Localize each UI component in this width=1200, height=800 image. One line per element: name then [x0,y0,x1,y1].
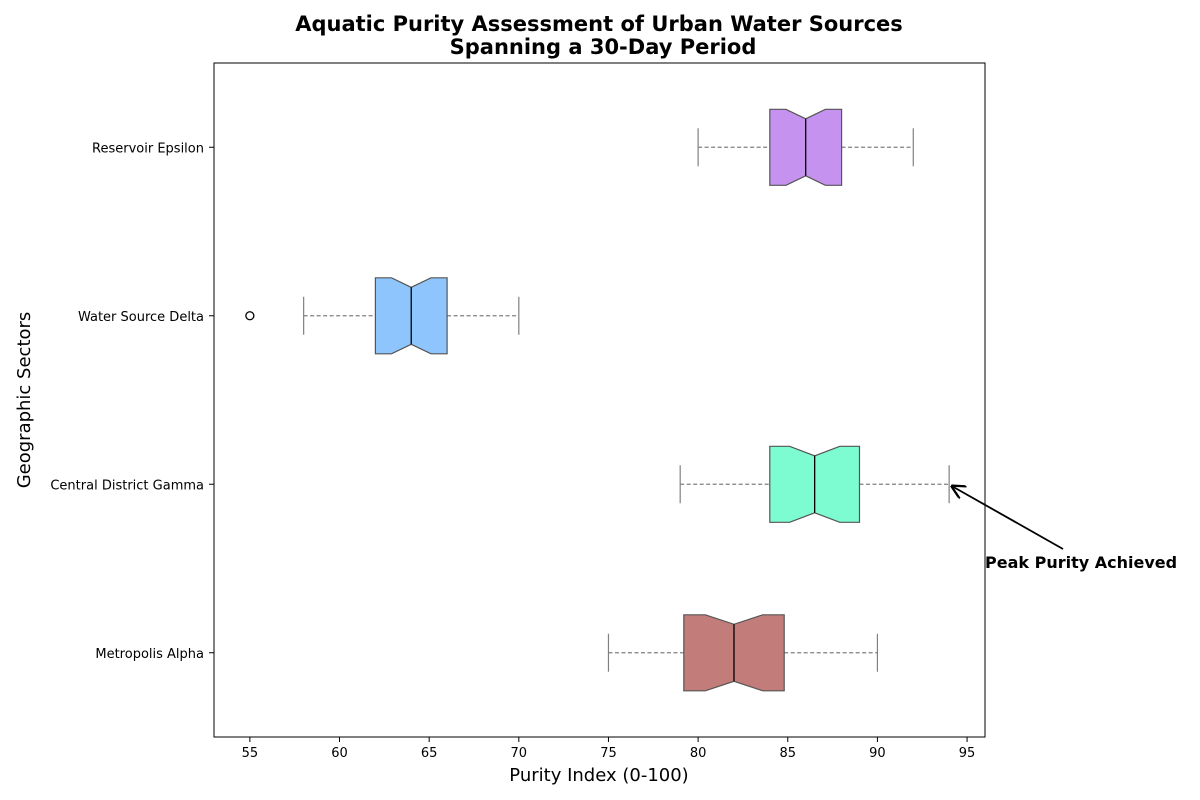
box-group [607,614,879,692]
x-tick-label: 70 [511,746,528,761]
x-axis: 55 60 65 70 75 80 85 90 95 [242,737,976,761]
y-tick-label: Water Source Delta [78,310,204,325]
plot-frame [213,62,986,738]
plot-area [245,108,950,692]
box-group [245,277,520,355]
y-axis-label: Geographic Sectors [14,312,35,489]
chart-title-line1: Aquatic Purity Assessment of Urban Water… [295,12,903,36]
x-tick-label: 65 [421,746,438,761]
box-group [679,445,950,523]
x-axis-label: Purity Index (0-100) [509,765,688,786]
x-tick-label: 95 [959,746,976,761]
annotation-text: Peak Purity Achieved [985,553,1177,572]
x-tick-label: 55 [242,746,259,761]
y-tick-label: Reservoir Epsilon [92,141,204,156]
outlier-point [245,311,255,321]
x-tick-label: 85 [779,746,796,761]
y-tick-label: Metropolis Alpha [95,647,204,662]
x-tick-label: 80 [690,746,707,761]
box-group [697,108,914,186]
x-tick-label: 60 [331,746,348,761]
y-axis: Metropolis Alpha Central District Gamma Wa… [50,141,214,662]
chart-title-line2: Spanning a 30-Day Period [450,35,757,59]
annotation-group: Peak Purity Achieved [952,486,1177,572]
annotation-arrow [952,486,1064,550]
x-tick-label: 75 [600,746,617,761]
y-tick-label: Central District Gamma [50,478,204,493]
x-tick-label: 90 [869,746,886,761]
